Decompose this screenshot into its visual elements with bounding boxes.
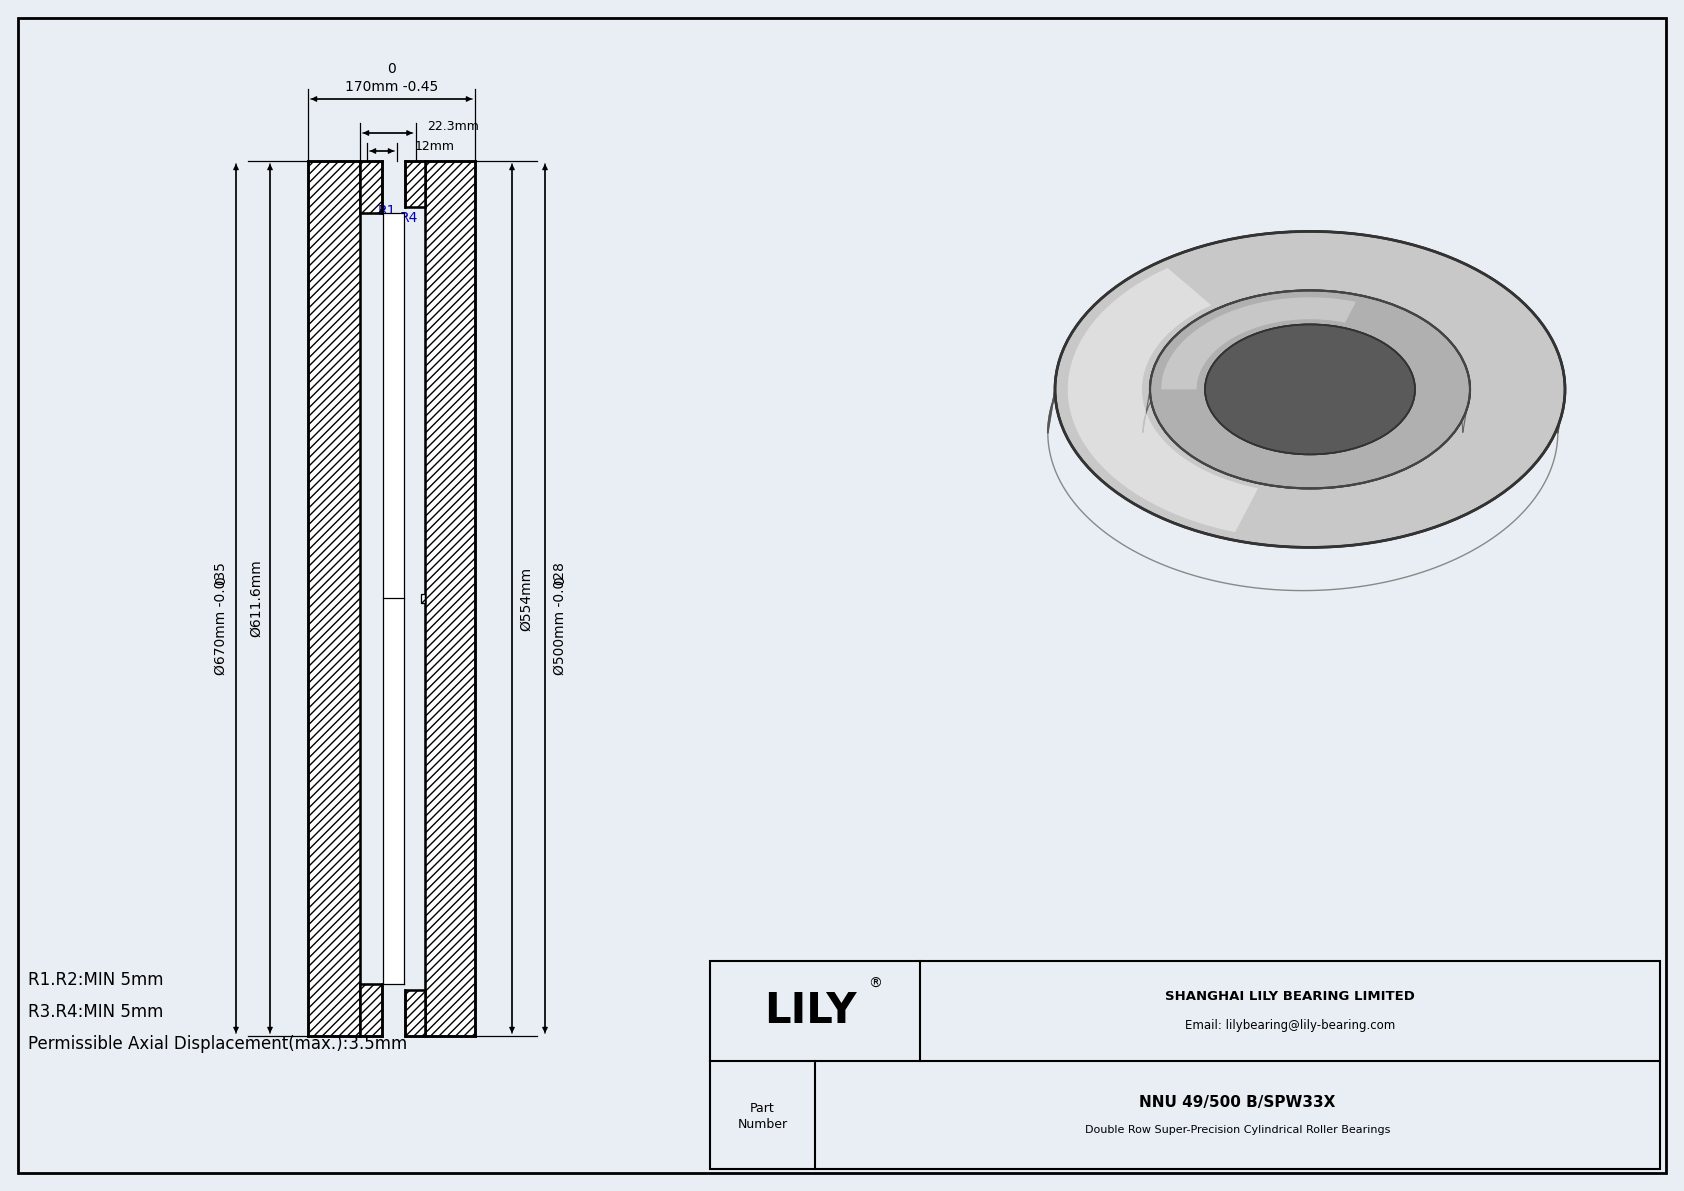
Polygon shape <box>308 161 360 1036</box>
Text: Ø500mm -0.028: Ø500mm -0.028 <box>552 562 568 675</box>
Text: R3: R3 <box>384 243 402 257</box>
Polygon shape <box>1162 298 1356 389</box>
Text: 170mm -0.45: 170mm -0.45 <box>345 80 438 94</box>
PathPatch shape <box>1150 291 1470 488</box>
Polygon shape <box>360 984 382 1036</box>
Text: R4: R4 <box>401 211 418 225</box>
Text: Ø554mm: Ø554mm <box>519 567 534 630</box>
Text: 0: 0 <box>387 62 396 76</box>
Text: 12mm: 12mm <box>414 141 455 154</box>
Text: Number: Number <box>738 1118 788 1131</box>
Polygon shape <box>404 161 424 207</box>
Text: 22.3mm: 22.3mm <box>428 120 480 133</box>
Text: Ø611.6mm: Ø611.6mm <box>249 560 263 637</box>
Polygon shape <box>1143 291 1470 432</box>
Text: R2: R2 <box>384 220 402 233</box>
Text: Part: Part <box>749 1102 775 1115</box>
Ellipse shape <box>1206 324 1415 455</box>
Polygon shape <box>1068 268 1258 532</box>
PathPatch shape <box>1054 231 1564 548</box>
Text: R1: R1 <box>377 204 396 218</box>
Polygon shape <box>421 594 424 603</box>
Text: SHANGHAI LILY BEARING LIMITED: SHANGHAI LILY BEARING LIMITED <box>1165 991 1415 1004</box>
Text: ®: ® <box>867 977 882 991</box>
Polygon shape <box>404 990 424 1036</box>
Text: LILY: LILY <box>765 990 855 1031</box>
Text: 0: 0 <box>552 576 568 585</box>
Polygon shape <box>1047 231 1564 432</box>
Text: R3.R4:MIN 5mm: R3.R4:MIN 5mm <box>29 1003 163 1021</box>
Text: Double Row Super-Precision Cylindrical Roller Bearings: Double Row Super-Precision Cylindrical R… <box>1084 1125 1391 1135</box>
Polygon shape <box>424 161 475 1036</box>
Text: R1.R2:MIN 5mm: R1.R2:MIN 5mm <box>29 971 163 989</box>
Text: 0: 0 <box>214 576 227 585</box>
Text: Ø670mm -0.035: Ø670mm -0.035 <box>214 562 227 675</box>
Polygon shape <box>360 161 382 213</box>
Polygon shape <box>382 213 404 984</box>
Text: Permissible Axial Displacement(max.):3.5mm: Permissible Axial Displacement(max.):3.5… <box>29 1035 408 1053</box>
Text: NNU 49/500 B/SPW33X: NNU 49/500 B/SPW33X <box>1140 1096 1335 1110</box>
Text: Email: lilybearing@lily-bearing.com: Email: lilybearing@lily-bearing.com <box>1186 1018 1394 1031</box>
